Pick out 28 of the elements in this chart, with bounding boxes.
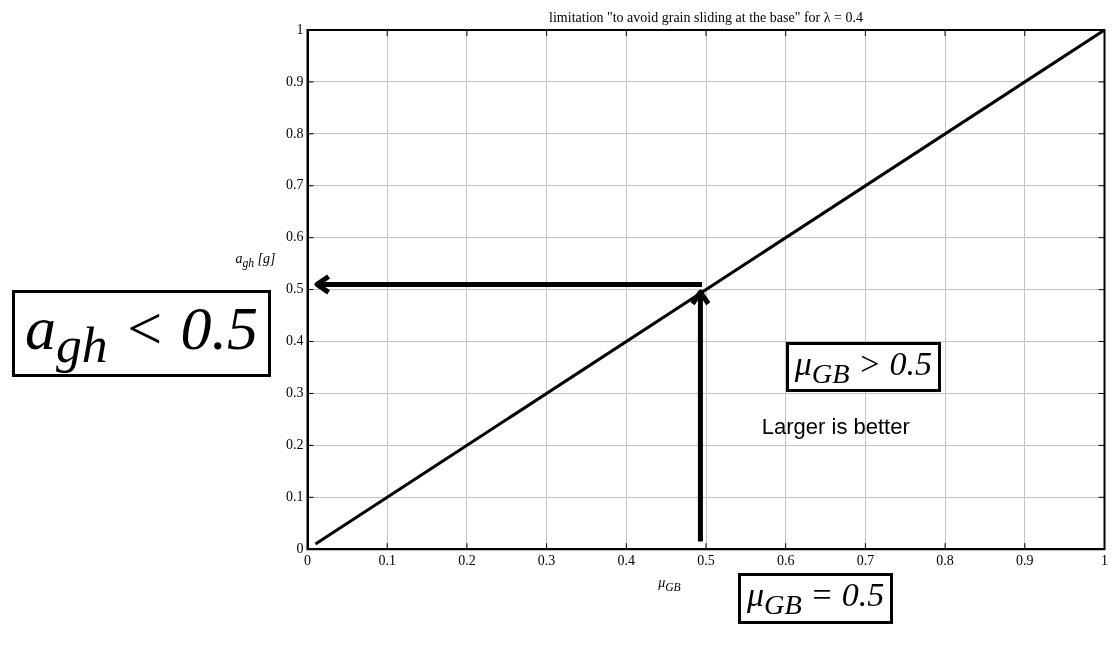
x-tick-label: 0.4 bbox=[617, 553, 636, 569]
x-tick-label: 1 bbox=[1101, 553, 1108, 569]
y-tick-label: 1 bbox=[296, 21, 304, 37]
x-tick-label: 0.2 bbox=[458, 553, 476, 569]
y-tick-label: 0.7 bbox=[286, 177, 304, 193]
y-tick-label: 0.4 bbox=[286, 333, 304, 349]
y-axis-title: a$_{gh}$ [g] bbox=[235, 250, 276, 270]
y-tick-label: 0.9 bbox=[286, 73, 304, 89]
x-tick-label: 0.5 bbox=[697, 553, 715, 569]
x-tick-label: 0.8 bbox=[936, 553, 954, 569]
x-tick-label: 0.7 bbox=[856, 553, 875, 569]
chart-title: limitation "to avoid grain sliding at the base" for λ = 0.4 bbox=[549, 10, 863, 26]
x-tick-label: 0.6 bbox=[776, 553, 795, 569]
annotation: Larger is better bbox=[761, 414, 910, 441]
y-tick-label: 0.2 bbox=[286, 437, 304, 453]
x-tick-label: 0.9 bbox=[1016, 553, 1034, 569]
text: μ$_{GB}$ = 0.5 bbox=[737, 573, 894, 624]
y-tick-label: 0.3 bbox=[286, 385, 304, 401]
y-tick-label: 0.6 bbox=[286, 229, 304, 245]
x-tick-label: 0.1 bbox=[378, 553, 396, 569]
y-tick-label: 0.1 bbox=[286, 488, 304, 504]
annotation: μ$_{GB}$ > 0.5 bbox=[785, 341, 941, 393]
x-axis-title: μ$_{GB}$ bbox=[658, 575, 681, 594]
y-tick-label: 0 bbox=[296, 540, 304, 556]
y-tick-label: 0.5 bbox=[286, 281, 304, 297]
x-tick-label: 0.3 bbox=[537, 553, 556, 569]
text: a$_{gh}$ < 0.5 bbox=[12, 289, 271, 377]
y-tick-label: 0.8 bbox=[286, 125, 304, 141]
